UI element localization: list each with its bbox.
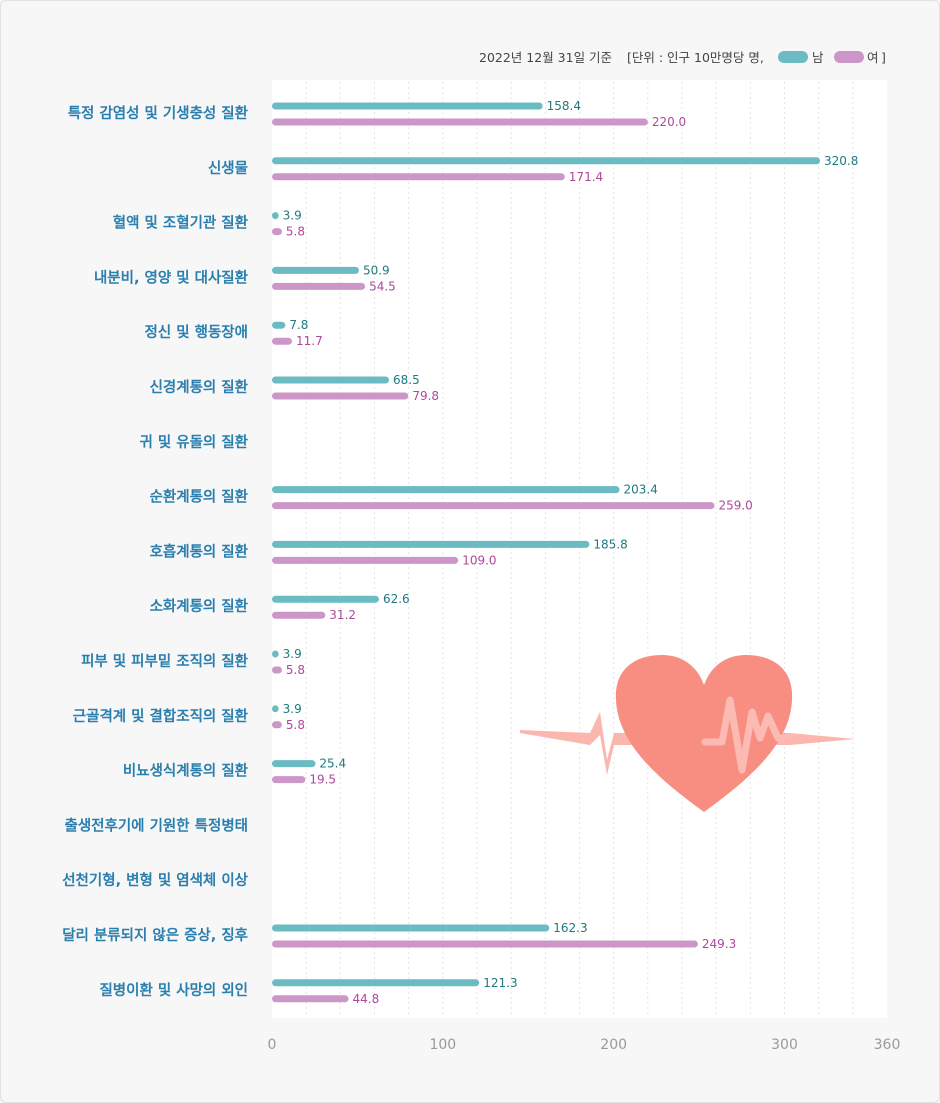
male-value-label: 7.8 [289,318,308,332]
female-bar [272,118,648,126]
male-bar [272,924,550,932]
male-value-label: 3.9 [283,647,302,661]
category-label: 정신 및 행동장애 [145,323,248,341]
female-value-label: 109.0 [462,553,496,567]
female-bar [272,666,282,674]
female-bar [272,173,565,181]
grid-lines [305,82,854,1016]
category-label: 출생전후기에 기원한 특정병태 [64,816,248,834]
male-bar [272,102,543,110]
legend-unit: [단위 : 인구 10만명당 명, [627,50,764,65]
category-label: 내분비, 영양 및 대사질환 [94,268,249,286]
female-value-label: 249.3 [702,937,736,951]
male-bar [272,650,279,658]
legend: 2022년 12월 31일 기준 [단위 : 인구 10만명당 명, 남 여 ] [479,50,886,65]
male-value-label: 25.4 [319,757,346,771]
category-label: 피부 및 피부밑 조직의 질환 [81,652,249,670]
legend-close-bracket: ] [881,50,886,65]
legend-male-label: 남 [812,50,824,65]
male-value-label: 3.9 [283,702,302,716]
female-bar [272,392,409,400]
x-tick-label: 0 [268,1037,277,1053]
female-value-label: 5.8 [286,225,305,239]
category-label: 비뇨생식계통의 질환 [123,762,249,780]
female-value-label: 11.7 [296,334,323,348]
male-bar [272,266,359,274]
male-value-label: 320.8 [824,154,858,168]
male-value-label: 3.9 [283,209,302,223]
female-value-label: 54.5 [369,279,396,293]
category-label: 특정 감염성 및 기생충성 질환 [68,104,249,122]
female-value-label: 19.5 [309,773,336,787]
category-label: 선천기형, 변형 및 염색체 이상 [62,871,248,889]
female-bar [272,282,366,290]
male-bar [272,376,390,384]
male-value-label: 62.6 [383,592,410,606]
category-label: 신생물 [208,160,248,177]
male-bar [272,486,620,494]
male-bar [272,321,286,329]
female-bar [272,721,282,729]
male-bar [272,212,279,220]
heart-pulse-wave [701,696,794,774]
heart-pulse-icon [520,655,855,812]
female-bar [272,502,715,510]
category-label: 호흡계통의 질환 [150,542,249,560]
legend-female-label: 여 [867,50,879,65]
female-value-label: 44.8 [353,992,380,1006]
female-bar [272,611,326,619]
female-value-label: 79.8 [412,389,439,403]
category-label: 근골격계 및 결합조직의 질환 [73,707,249,725]
male-value-label: 203.4 [623,483,657,497]
female-bar [272,776,306,784]
female-bar [272,556,459,564]
female-value-label: 171.4 [569,170,603,184]
male-bar [272,760,316,768]
x-tick-label: 100 [429,1037,456,1053]
male-value-label: 68.5 [393,373,420,387]
male-value-label: 50.9 [363,263,390,277]
category-label: 귀 및 유돌의 질환 [139,433,248,451]
female-bar [272,337,292,345]
female-value-label: 5.8 [286,663,305,677]
legend-female-swatch [834,51,864,63]
female-value-label: 259.0 [718,499,752,513]
female-bar [272,995,349,1003]
category-label: 소화계통의 질환 [150,597,249,615]
x-axis-ticks: 0 100 200 300 360 [268,1037,901,1053]
x-tick-label: 200 [600,1037,627,1053]
male-bar [272,705,279,713]
heart-shape [615,655,793,812]
female-bar [272,228,282,236]
male-bar [272,157,821,165]
category-label: 질병이환 및 사망의 외인 [99,981,248,999]
male-value-label: 162.3 [553,921,587,935]
male-value-label: 121.3 [483,976,517,990]
female-value-label: 5.8 [286,718,305,732]
male-bar [272,595,379,603]
category-label: 신경계통의 질환 [150,378,249,396]
female-bar [272,940,698,948]
male-value-label: 185.8 [593,537,627,551]
category-label: 순환계통의 질환 [150,488,249,506]
male-value-label: 158.4 [547,99,581,113]
female-value-label: 31.2 [329,608,356,622]
category-label: 달리 분류되지 않은 증상, 징후 [62,926,248,944]
male-bar [272,979,480,987]
legend-date-note: 2022년 12월 31일 기준 [479,50,612,65]
x-tick-label: 360 [874,1037,901,1053]
x-tick-label: 300 [771,1037,798,1053]
female-value-label: 220.0 [652,115,686,129]
bars: 158.4 220.0 320.8 171.4 3.9 5.8 50.9 54.5 7.8 11.… [272,99,858,1006]
legend-male-swatch [778,51,808,63]
category-label: 혈액 및 조혈기관 질환 [113,214,249,232]
male-bar [272,540,590,548]
